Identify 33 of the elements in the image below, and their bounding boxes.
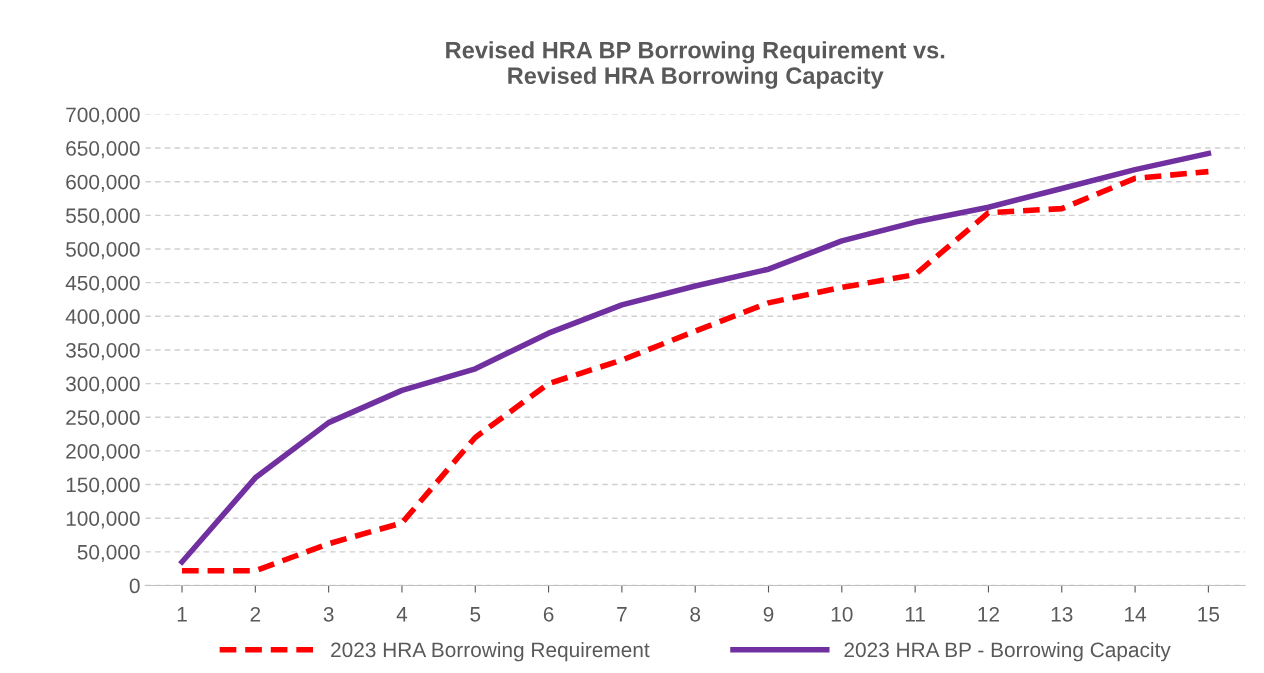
x-tick-label: 2	[250, 606, 261, 622]
x-tick-label: 9	[763, 606, 774, 622]
y-tick-label: 50,000	[77, 544, 140, 563]
y-tick-label: 100,000	[66, 511, 140, 529]
x-tick-label: 14	[1125, 607, 1147, 622]
y-tick-label: 650,000	[66, 141, 140, 159]
legend-label: 2023 HRA BP - Borrowing Capacity	[844, 641, 1171, 662]
y-tick-label: 600,000	[66, 174, 140, 192]
x-tick-label: 12	[978, 606, 999, 622]
x-tick-label: 11	[905, 607, 925, 622]
x-tick-label: 1	[177, 607, 187, 622]
y-tick-label: 350,000	[65, 342, 140, 361]
y-tick-label: 0	[129, 578, 140, 594]
x-tick-label: 8	[690, 606, 701, 622]
x-tick-label: 15	[1198, 607, 1220, 622]
y-tick-label: 450,000	[65, 275, 140, 293]
y-tick-label: 300,000	[65, 376, 140, 394]
x-tick-label: 3	[323, 606, 334, 622]
x-tick-label: 7	[617, 607, 627, 622]
y-tick-label: 400,000	[65, 309, 140, 327]
y-tick-label: 500,000	[66, 242, 140, 260]
y-tick-label: 700,000	[66, 107, 140, 125]
x-tick-label: 5	[470, 607, 481, 622]
y-tick-label: 200,000	[66, 443, 140, 462]
chart-title: Revised HRA BP Borrowing Requirement vs. Revised HRA Borrowing Capacity	[446, 41, 945, 89]
x-tick-label: 13	[1051, 606, 1073, 622]
y-tick-label: 550,000	[66, 208, 140, 226]
x-tick-label: 6	[543, 606, 554, 622]
x-tick-label: 10	[831, 606, 853, 622]
x-tick-label: 4	[396, 607, 408, 622]
y-tick-label: 150,000	[66, 477, 140, 495]
legend-label: 2023 HRA Borrowing Requirement	[331, 641, 650, 662]
y-tick-label: 250,000	[66, 410, 140, 428]
